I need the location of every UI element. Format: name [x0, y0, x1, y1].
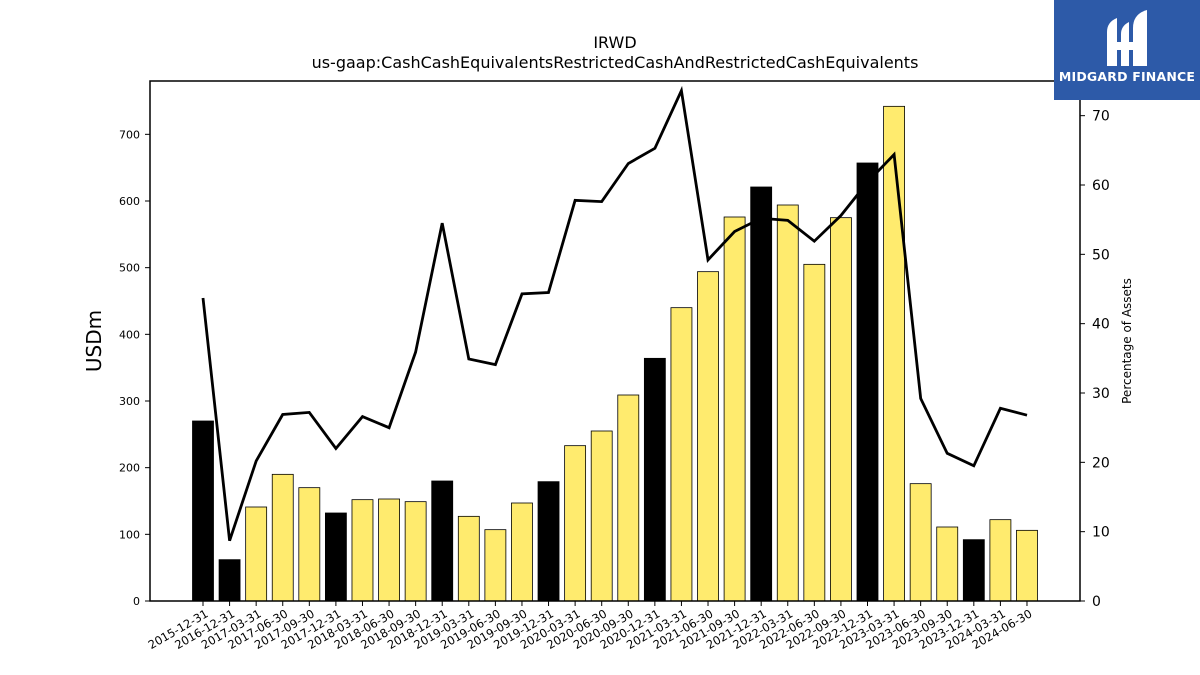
bar	[856, 162, 879, 602]
y2-tick-label: 40	[1092, 317, 1110, 333]
y2-tick-label: 30	[1092, 386, 1110, 402]
y-tick-label: 700	[119, 128, 140, 141]
y-tick-label: 200	[119, 462, 140, 475]
bar	[271, 473, 294, 602]
bar	[697, 271, 719, 602]
line-layer	[201, 85, 1028, 542]
y2-tick-label: 10	[1092, 525, 1110, 541]
y2-axis-label: Percentage of Assets	[1120, 278, 1134, 404]
bar	[378, 498, 400, 602]
y-tick-label: 400	[119, 328, 140, 341]
bar	[776, 204, 799, 602]
bar	[830, 217, 852, 602]
bar	[909, 483, 932, 602]
plot-frame	[149, 80, 1081, 602]
x-axis: 2015-12-312016-12-312017-03-312017-06-30…	[146, 601, 1034, 652]
y-axis-label: USDm	[82, 310, 106, 372]
bar	[245, 506, 268, 602]
y2-tick-label: 60	[1092, 178, 1110, 194]
bar	[936, 526, 959, 602]
bar	[192, 420, 214, 602]
percentage-line	[201, 85, 1028, 542]
bar	[457, 515, 480, 602]
bar	[351, 499, 374, 602]
y-axis-right: 0 10 20 30 40 50 60 70	[1080, 109, 1110, 610]
y-tick-label: 500	[119, 262, 140, 275]
bar	[989, 519, 1012, 602]
bar	[537, 481, 560, 602]
y-tick-label: 600	[119, 195, 140, 208]
bar	[404, 501, 427, 602]
bar	[1016, 529, 1038, 602]
bar	[670, 307, 693, 602]
bar	[643, 357, 666, 602]
y2-tick-label: 20	[1092, 455, 1110, 471]
bar	[564, 445, 587, 602]
bar-group	[192, 105, 1038, 602]
brand-logo: MIDGARD FINANCE	[1054, 0, 1200, 100]
bar	[962, 539, 985, 602]
y2-tick-label: 0	[1092, 594, 1101, 610]
bar	[750, 186, 773, 602]
bar	[617, 394, 640, 602]
bar	[218, 559, 241, 602]
bar	[590, 430, 613, 602]
y-tick-label: 100	[119, 528, 140, 541]
bar	[324, 512, 347, 602]
bar	[803, 263, 826, 602]
y-tick-label: 300	[119, 395, 140, 408]
y2-tick-label: 70	[1092, 109, 1110, 125]
bar	[298, 487, 321, 602]
chart-subtitle: us-gaap:CashCashEquivalentsRestrictedCas…	[312, 53, 919, 72]
logo-mark-icon	[1107, 10, 1147, 66]
y-tick-label: 0	[133, 595, 140, 608]
y2-tick-label: 50	[1092, 247, 1110, 263]
bar	[484, 529, 507, 602]
y-axis-left: 0 100 200 300 400 500 600 700	[119, 128, 150, 608]
bar	[431, 480, 454, 602]
bar	[883, 105, 905, 602]
chart-title: IRWD	[593, 33, 636, 52]
logo-text: MIDGARD FINANCE	[1058, 69, 1196, 84]
bar	[511, 502, 533, 602]
bar	[723, 216, 746, 602]
